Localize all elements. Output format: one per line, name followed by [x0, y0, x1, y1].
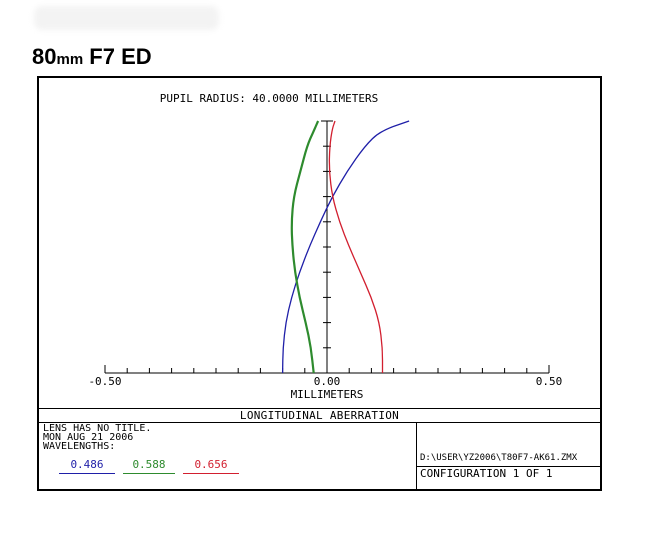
x-axis-label: MILLIMETERS	[291, 388, 364, 401]
configuration-label: CONFIGURATION 1 OF 1	[417, 466, 600, 480]
blurred-logo	[34, 6, 219, 30]
legend-wavelength-green: 0.588	[123, 458, 175, 474]
aberration-plot: PUPIL RADIUS: 40.0000 MILLIMETERS -0.50 0…	[88, 92, 563, 401]
x-tick-label: 0.50	[536, 375, 563, 388]
plot-title-bar: LONGITUDINAL ABERRATION	[39, 408, 600, 423]
series-line-0.656	[328, 120, 384, 373]
plot-header: PUPIL RADIUS: 40.0000 MILLIMETERS	[160, 92, 379, 105]
series-line-0.588	[290, 120, 320, 374]
lens-title: LENS HAS NO TITLE.	[43, 423, 152, 434]
plot-axes: -0.50 0.00 0.50 MILLIMETERS	[88, 120, 563, 401]
aberration-figure: PUPIL RADIUS: 40.0000 MILLIMETERS -0.50 0…	[37, 76, 602, 491]
page-title: 80mm F7 ED	[32, 44, 152, 69]
file-info: D:\USER\YZ2006\T80F7-AK61.ZMX CONFIGURAT…	[417, 423, 600, 489]
x-tick-label: -0.50	[88, 375, 121, 388]
series-line-0.486	[281, 120, 410, 374]
legend-wavelength-red: 0.656	[183, 458, 239, 474]
x-tick-label: 0.00	[314, 375, 341, 388]
legend-wavelength-blue: 0.486	[59, 458, 115, 474]
plot-series	[281, 120, 410, 374]
info-divider	[416, 423, 417, 489]
file-path: D:\USER\YZ2006\T80F7-AK61.ZMX	[420, 453, 578, 463]
lens-date: MON AUG 21 2006	[43, 432, 134, 443]
wavelengths-label: WAVELENGTHS:	[43, 441, 116, 452]
lens-info: LENS HAS NO TITLE. MON AUG 21 2006 WAVEL…	[43, 424, 413, 488]
